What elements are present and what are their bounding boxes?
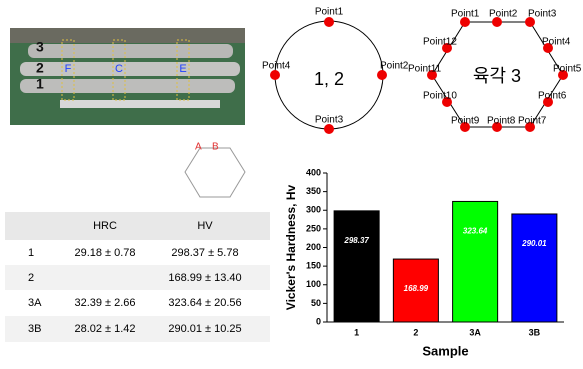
table-row-bg: [5, 265, 270, 290]
table-cell: 1: [28, 247, 34, 259]
mark-label: F: [65, 63, 72, 75]
y-tick-label: 300: [306, 205, 321, 215]
point-label: Point8: [487, 116, 516, 127]
rod-label: 3: [36, 39, 44, 55]
point-label: Point7: [518, 116, 547, 127]
bar: [392, 258, 439, 323]
table-cell: 29.18 ± 0.78: [74, 247, 135, 259]
point-marker: [460, 17, 470, 27]
table-header: HRC: [93, 220, 117, 232]
point-marker: [442, 97, 452, 107]
point-label: Point12: [423, 37, 457, 48]
mark-label: E: [179, 63, 186, 75]
value-label: 298.37: [343, 236, 369, 245]
mark-label: C: [115, 63, 123, 75]
x-axis-label: Sample: [422, 343, 468, 358]
table-cell: 290.01 ± 10.25: [168, 323, 241, 335]
table-cell: 323.64 ± 20.56: [168, 297, 241, 309]
bar: [511, 213, 558, 323]
photo: [10, 28, 245, 125]
y-tick-label: 250: [306, 223, 321, 233]
point-marker: [324, 124, 334, 134]
y-tick-label: 100: [306, 279, 321, 289]
diagram-label: 1, 2: [314, 69, 344, 89]
point-marker: [558, 70, 568, 80]
point-label: Point3: [315, 115, 344, 126]
table-row-bg: [5, 316, 270, 342]
y-tick-label: 0: [316, 316, 321, 326]
table-cell: 298.37 ± 5.78: [171, 247, 238, 259]
point-label: Point3: [528, 9, 557, 20]
hex-label: A: [195, 142, 202, 153]
point-marker: [270, 70, 280, 80]
point-marker: [543, 97, 553, 107]
x-tick-label: 2: [413, 327, 418, 337]
point-marker: [492, 17, 502, 27]
bar: [452, 200, 499, 323]
y-tick-label: 200: [306, 242, 321, 252]
table-cell: 168.99 ± 13.40: [168, 272, 241, 284]
y-axis-label: Vicker's Hardness, Hv: [284, 184, 298, 310]
point-label: Point9: [451, 116, 480, 127]
point-label: Point2: [380, 61, 409, 72]
y-tick-label: 400: [306, 167, 321, 177]
table-header: HV: [197, 220, 213, 232]
point-marker: [525, 17, 535, 27]
point-marker: [460, 122, 470, 132]
point-label: Point10: [423, 91, 457, 102]
y-tick-label: 350: [306, 186, 321, 196]
table-cell: 2: [28, 272, 34, 284]
point-label: Point11: [408, 64, 442, 75]
x-tick-label: 1: [354, 327, 359, 337]
point-label: Point1: [315, 7, 344, 18]
y-tick-label: 150: [306, 261, 321, 271]
point-marker: [377, 70, 387, 80]
point-marker: [525, 122, 535, 132]
table-cell: 3B: [28, 323, 41, 335]
point-label: Point5: [553, 64, 582, 75]
point-marker: [492, 122, 502, 132]
table-cell: 3A: [28, 297, 42, 309]
point-marker: [442, 43, 452, 53]
hex-label: B: [212, 142, 219, 153]
rod-label: 2: [36, 60, 44, 76]
table-cell: 32.39 ± 2.66: [74, 297, 135, 309]
table-cell: 28.02 ± 1.42: [74, 323, 135, 335]
point-marker: [324, 17, 334, 27]
small-hexagon-outline: [184, 147, 246, 198]
point-label: Point4: [262, 61, 291, 72]
value-label: 323.64: [463, 227, 488, 236]
table-header-bg: [5, 212, 270, 240]
value-label: 168.99: [404, 284, 429, 293]
point-label: Point4: [542, 37, 571, 48]
diagram-label: 육각 3: [473, 66, 521, 86]
point-marker: [427, 70, 437, 80]
bar: [333, 210, 380, 323]
point-marker: [543, 43, 553, 53]
rod-label: 1: [36, 76, 44, 92]
value-label: 290.01: [521, 239, 547, 248]
x-tick-label: 3A: [469, 327, 481, 337]
y-tick-label: 50: [311, 298, 321, 308]
point-label: Point2: [489, 9, 518, 20]
point-label: Point6: [538, 91, 567, 102]
x-tick-label: 3B: [529, 327, 541, 337]
point-label: Point1: [451, 9, 480, 20]
